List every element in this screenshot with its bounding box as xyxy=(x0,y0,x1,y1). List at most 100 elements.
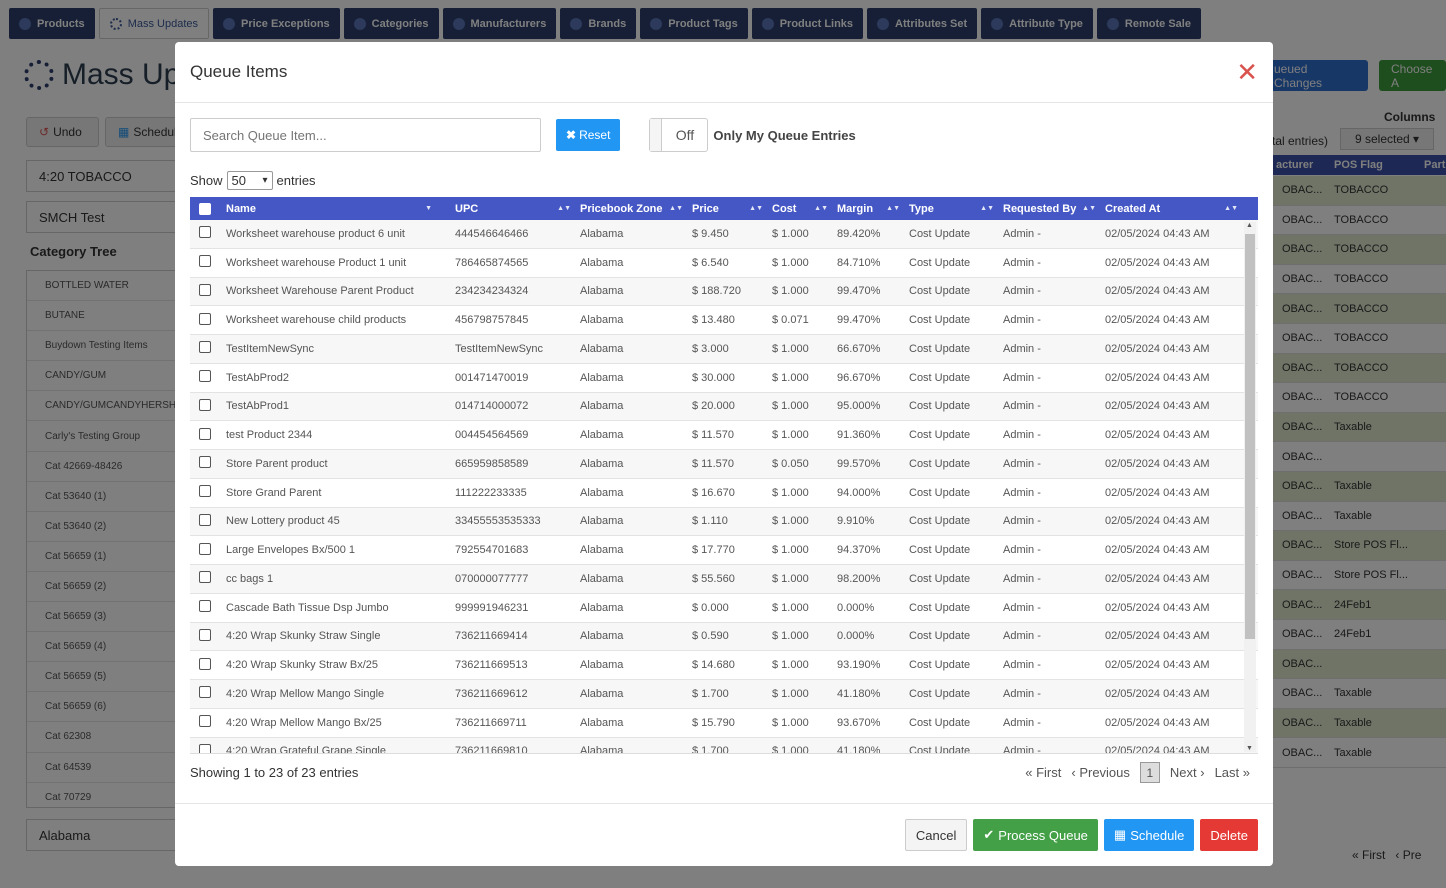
row-select-cell[interactable] xyxy=(190,283,221,299)
search-input[interactable] xyxy=(190,118,541,152)
row-checkbox[interactable] xyxy=(199,628,211,641)
row-select-cell[interactable] xyxy=(190,485,221,500)
cell-price: $ 55.560 xyxy=(692,572,735,585)
cell-margin: 0.000% xyxy=(837,601,875,614)
cell-type: Cost Update xyxy=(909,285,971,298)
table-row[interactable]: Worksheet warehouse child products 456798… xyxy=(190,306,1258,335)
cell-cost: $ 1.000 xyxy=(772,285,809,298)
table-row[interactable]: Large Envelopes Bx/500 1 792554701683 Alab… xyxy=(190,536,1258,565)
table-row[interactable]: TestAbProd1 014714000072 Alabama $ 20.000 $ … xyxy=(190,392,1258,422)
row-checkbox[interactable] xyxy=(199,255,211,268)
cell-name: Store Grand Parent xyxy=(226,486,322,499)
cancel-button[interactable]: Cancel xyxy=(904,819,968,851)
scroll-down-icon[interactable]: ▼ xyxy=(1246,745,1253,752)
table-row[interactable]: Cascade Bath Tissue Dsp Jumbo 99999194623… xyxy=(190,594,1258,623)
column-header-cost[interactable]: Cost ▲▼ xyxy=(767,197,832,220)
cell-created-at: 02/05/2024 04:43 AM xyxy=(1105,659,1210,672)
cell-margin: 41.180% xyxy=(837,687,881,700)
scroll-up-icon[interactable]: ▲ xyxy=(1246,222,1253,229)
process-queue-button[interactable]: ✔ Process Queue xyxy=(973,819,1098,851)
row-select-cell[interactable] xyxy=(190,456,221,471)
row-select-cell[interactable] xyxy=(190,312,221,328)
row-select-cell[interactable] xyxy=(190,715,221,730)
delete-button[interactable]: Delete xyxy=(1200,819,1258,851)
table-row[interactable]: 4:20 Wrap Grateful Grape Single 736211669… xyxy=(190,737,1258,753)
column-header-pricebook-zone[interactable]: Pricebook Zone ▲▼ xyxy=(575,197,687,220)
row-select-cell[interactable] xyxy=(190,600,221,615)
only-mine-toggle[interactable]: Off xyxy=(649,118,709,152)
row-checkbox[interactable] xyxy=(199,226,211,239)
table-row[interactable]: Worksheet Warehouse Parent Product 234234… xyxy=(190,277,1258,307)
row-select-cell[interactable] xyxy=(190,398,221,414)
row-checkbox[interactable] xyxy=(199,341,211,354)
cell-created-at: 02/05/2024 04:43 AM xyxy=(1105,601,1210,614)
column-header-upc[interactable]: UPC ▲▼ xyxy=(450,197,575,220)
close-icon[interactable]: ✕ xyxy=(1236,57,1258,87)
column-header-type[interactable]: Type ▲▼ xyxy=(904,197,998,220)
header-select-all[interactable] xyxy=(190,197,221,220)
table-row[interactable]: TestAbProd2 001471470019 Alabama $ 30.000 $ … xyxy=(190,364,1258,393)
table-row[interactable]: Store Grand Parent 111222233335 Alabama $ 1… xyxy=(190,479,1258,508)
row-checkbox[interactable] xyxy=(199,743,211,753)
row-select-cell[interactable] xyxy=(190,341,221,356)
row-select-cell[interactable] xyxy=(190,255,221,270)
row-checkbox[interactable] xyxy=(199,398,211,411)
cell-cost: $ 1.000 xyxy=(772,572,809,585)
row-select-cell[interactable] xyxy=(190,427,221,443)
row-checkbox[interactable] xyxy=(199,283,211,296)
row-select-cell[interactable] xyxy=(190,657,221,673)
cell-margin: 99.570% xyxy=(837,457,881,470)
row-checkbox[interactable] xyxy=(199,312,211,325)
table-row[interactable]: Worksheet warehouse product 6 unit 444546… xyxy=(190,220,1258,249)
column-header-created-at[interactable]: Created At ▲▼ xyxy=(1100,197,1242,220)
table-row[interactable]: 4:20 Wrap Mellow Mango Single 73621166961… xyxy=(190,680,1258,709)
row-select-cell[interactable] xyxy=(190,743,221,753)
column-header-requested-by[interactable]: Requested By ▲▼ xyxy=(998,197,1100,220)
table-scrollbar[interactable]: ▲ ▼ xyxy=(1244,222,1256,752)
row-checkbox[interactable] xyxy=(199,485,211,498)
column-header-name[interactable]: Name ▼ xyxy=(221,197,450,220)
row-checkbox[interactable] xyxy=(199,456,211,469)
cell-requested-by: Admin - xyxy=(1003,285,1041,298)
cell-margin: 99.470% xyxy=(837,314,881,327)
cell-type: Cost Update xyxy=(909,601,971,614)
table-row[interactable]: TestItemNewSync TestItemNewSync Alabama $ 3… xyxy=(190,335,1258,364)
table-row[interactable]: cc bags 1 070000077777 Alabama $ 55.560 $ 1.… xyxy=(190,565,1258,594)
pager-previous[interactable]: ‹ Previous xyxy=(1071,765,1130,780)
row-select-cell[interactable] xyxy=(190,513,221,529)
reset-button[interactable]: ✖ Reset xyxy=(556,119,621,151)
row-select-cell[interactable] xyxy=(190,226,221,241)
table-row[interactable]: New Lottery product 45 33455553535333 Alab… xyxy=(190,507,1258,537)
row-checkbox[interactable] xyxy=(199,657,211,670)
column-header-margin[interactable]: Margin ▲▼ xyxy=(832,197,904,220)
row-checkbox[interactable] xyxy=(199,427,211,440)
table-row[interactable]: Worksheet warehouse Product 1 unit 786465… xyxy=(190,249,1258,278)
row-checkbox[interactable] xyxy=(199,513,211,526)
row-checkbox[interactable] xyxy=(199,715,211,728)
row-checkbox[interactable] xyxy=(199,370,211,383)
table-row[interactable]: test Product 2344 004454564569 Alabama $ 11… xyxy=(190,421,1258,450)
row-select-cell[interactable] xyxy=(190,628,221,644)
cell-type: Cost Update xyxy=(909,544,971,557)
scroll-thumb[interactable] xyxy=(1245,234,1255,639)
row-select-cell[interactable] xyxy=(190,542,221,558)
row-checkbox[interactable] xyxy=(199,600,211,613)
pager-page-1[interactable]: 1 xyxy=(1139,762,1160,783)
table-row[interactable]: 4:20 Wrap Skunky Straw Single 73621166941… xyxy=(190,622,1258,652)
row-select-cell[interactable] xyxy=(190,686,221,701)
select-all-checkbox[interactable] xyxy=(199,202,211,215)
pager-last[interactable]: Last » xyxy=(1214,765,1250,780)
column-header-price[interactable]: Price ▲▼ xyxy=(687,197,767,220)
row-checkbox[interactable] xyxy=(199,542,211,555)
row-select-cell[interactable] xyxy=(190,370,221,385)
row-checkbox[interactable] xyxy=(199,571,211,584)
table-row[interactable]: 4:20 Wrap Mellow Mango Bx/25 736211669711… xyxy=(190,709,1258,738)
pager-first[interactable]: « First xyxy=(1025,765,1062,780)
row-checkbox[interactable] xyxy=(199,686,211,699)
table-row[interactable]: 4:20 Wrap Skunky Straw Bx/25 736211669513… xyxy=(190,651,1258,680)
schedule-button[interactable]: ▦ Schedule xyxy=(1103,819,1195,851)
page-size-select[interactable]: 50 ▾ xyxy=(226,171,273,190)
row-select-cell[interactable] xyxy=(190,571,221,586)
table-row[interactable]: Store Parent product 665959858589 Alabama $… xyxy=(190,450,1258,479)
pager-next[interactable]: Next › xyxy=(1169,765,1205,780)
